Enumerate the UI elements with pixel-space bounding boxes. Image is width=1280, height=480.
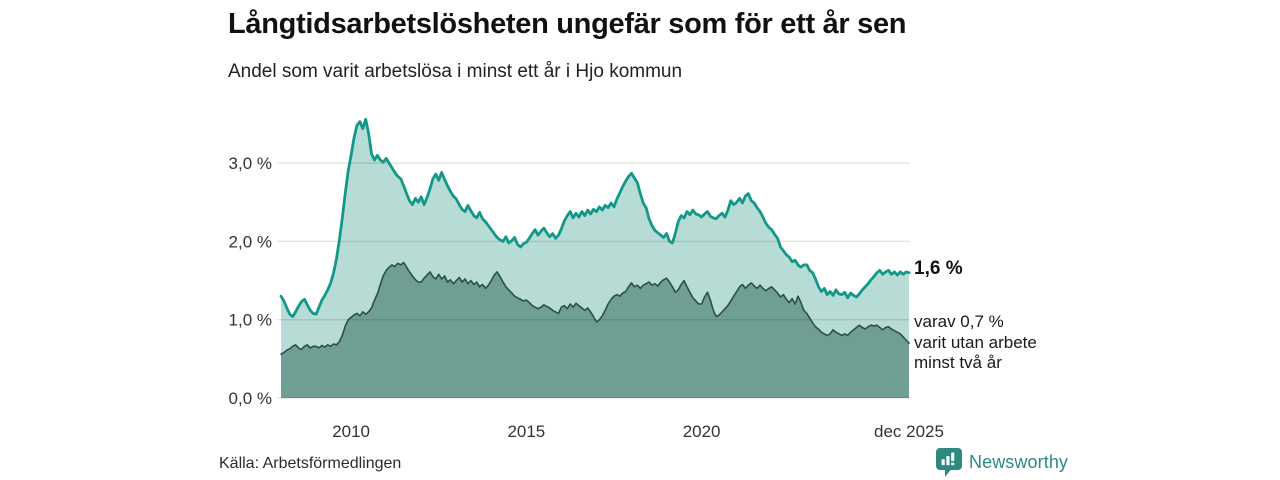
x-tick-label: 2015: [507, 422, 545, 441]
two-year-note: varav 0,7 % varit utan arbete minst två …: [914, 312, 1037, 374]
y-tick-label: 0,0 %: [229, 389, 272, 408]
newsworthy-logo-icon: [936, 448, 962, 477]
area-Andel som varit utan arbete minst två år: [281, 262, 909, 398]
latest-value-label: 1,6 %: [914, 258, 963, 279]
newsworthy-brand-name: Newsworthy: [969, 452, 1069, 472]
note-line-3: minst två år: [914, 353, 1002, 372]
y-tick-label: 1,0 %: [229, 311, 272, 330]
x-tick-label: dec 2025: [874, 422, 944, 441]
line-Andel som varit utan arbete minst två år: [280, 261, 910, 356]
y-tick-label: 3,0 %: [229, 154, 272, 173]
chart-subtitle: Andel som varit arbetslösa i minst ett å…: [228, 61, 683, 82]
newsworthy-brand-link[interactable]: Newsworthy: [936, 448, 1068, 477]
note-line-1: varav 0,7 %: [914, 312, 1004, 331]
source-credit: Källa: Arbetsförmedlingen: [219, 455, 402, 472]
note-line-2: varit utan arbete: [914, 332, 1037, 352]
y-tick-label: 2,0 %: [229, 232, 272, 251]
chart-title: Långtidsarbetslösheten ungefär som för e…: [228, 8, 907, 40]
line-Andel arbetslösa minst ett år: [279, 117, 911, 319]
x-tick-label: 2010: [332, 422, 370, 441]
unemployment-area-chart: 0,0 % 1,0 % 2,0 % 3,0 % 2010 2015 2020 dec 2025: [229, 117, 944, 441]
x-tick-label: 2020: [683, 422, 721, 441]
